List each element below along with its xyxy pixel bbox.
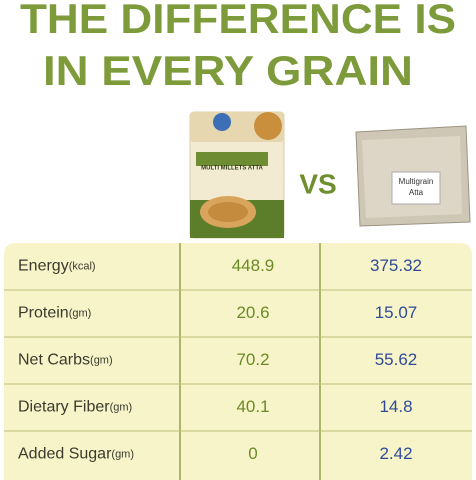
ours-value: 70.2	[236, 350, 269, 369]
other-value: 375.32	[370, 256, 422, 275]
nutrient-name: Energy	[18, 258, 69, 275]
other-value: 55.62	[375, 350, 418, 369]
nutrient-name: Net Carbs	[18, 352, 90, 369]
right-product: Multigrain Atta	[355, 125, 471, 227]
left-product: MULTI MILLETS ATTA	[189, 111, 285, 239]
nutrient-name: Added Sugar	[18, 446, 112, 463]
other-value: 14.8	[379, 397, 412, 416]
product-label: Multigrain	[399, 177, 434, 186]
ours-value: 448.9	[232, 256, 275, 275]
nutrient-name: Protein	[18, 305, 69, 322]
title-line: IN EVERY GRAIN	[43, 47, 413, 94]
nutrient-label: Dietary Fiber(gm)	[18, 399, 132, 416]
nutrient-label: Net Carbs(gm)	[18, 352, 113, 369]
nutrient-unit: (gm)	[90, 354, 113, 366]
nutrient-label: Added Sugar(gm)	[18, 446, 134, 463]
nutrient-unit: (kcal)	[69, 260, 96, 272]
nutrient-label: Energy(kcal)	[18, 258, 96, 275]
ours-value: 0	[248, 444, 257, 463]
nutrient-unit: (gm)	[69, 307, 92, 319]
nutrient-unit: (gm)	[110, 401, 133, 413]
product-label: Atta	[409, 188, 424, 197]
nutrient-label: Protein(gm)	[18, 305, 91, 322]
title-line: THE DIFFERENCE IS	[20, 0, 456, 42]
ours-value: 40.1	[236, 397, 269, 416]
table-background	[4, 243, 472, 480]
vs-label: VS	[299, 168, 336, 199]
nutrient-name: Dietary Fiber	[18, 399, 110, 416]
other-value: 2.42	[379, 444, 412, 463]
ours-value: 20.6	[236, 303, 269, 322]
product-label: MULTI MILLETS ATTA	[201, 166, 263, 172]
nutrient-unit: (gm)	[111, 448, 134, 460]
other-value: 15.07	[375, 303, 418, 322]
